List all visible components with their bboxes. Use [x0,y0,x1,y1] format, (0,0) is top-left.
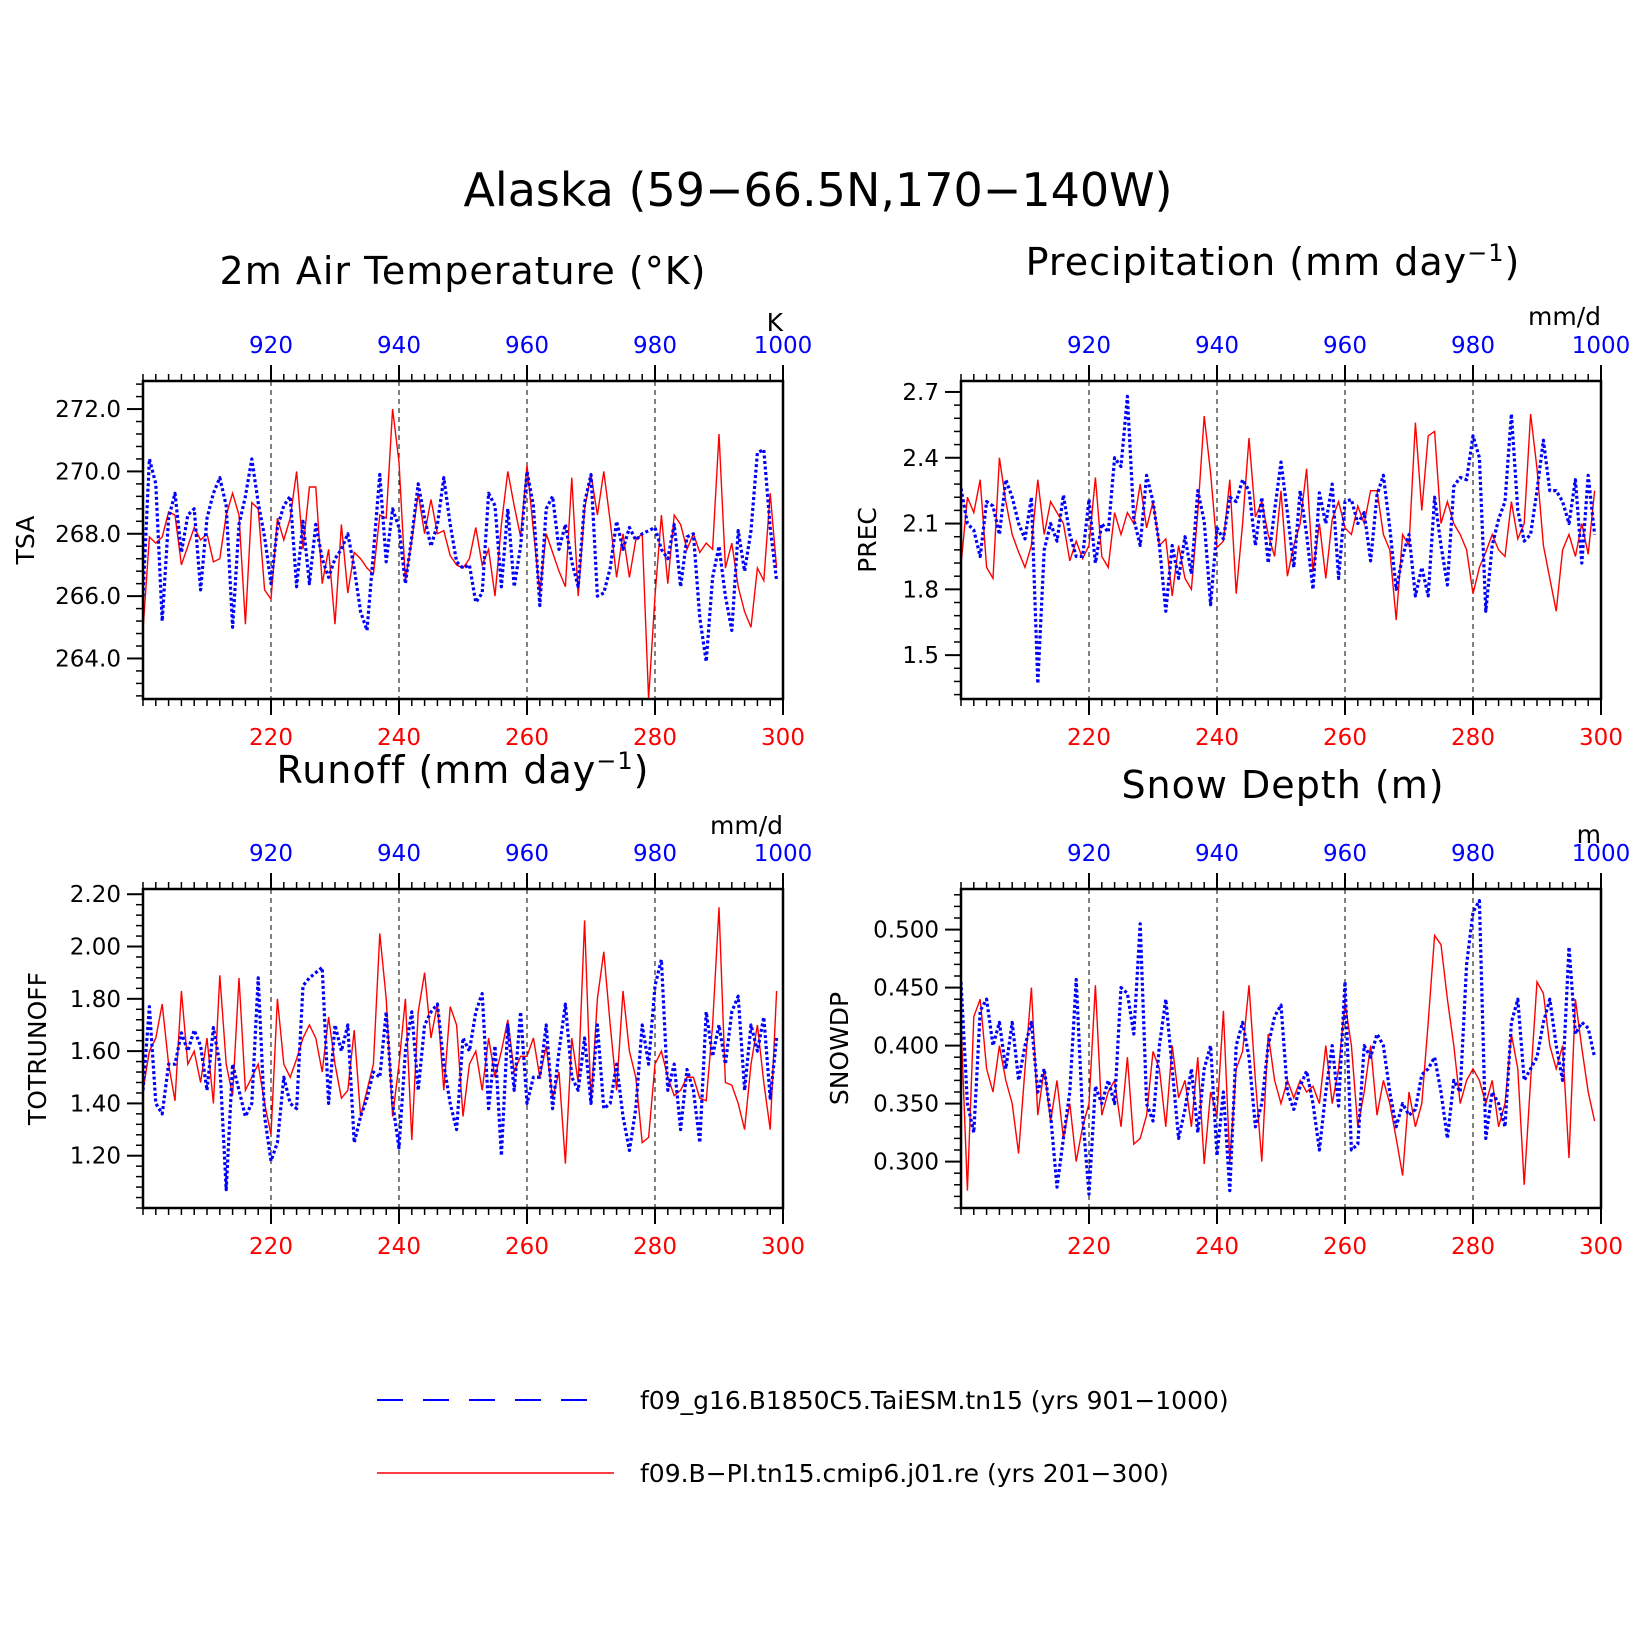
x-top-tick-label: 940 [377,841,421,867]
legend: f09_g16.B1850C5.TaiESM.tn15 (yrs 901−100… [377,1386,1229,1488]
x-bottom-tick-label: 280 [633,725,677,751]
panel-title-snowdp: Snow Depth (m) [1121,763,1444,807]
x-top-tick-label: 960 [1323,841,1367,867]
unit-label-tsa: K [767,308,784,337]
x-top-tick-label: 980 [633,841,677,867]
x-top-tick-label: 920 [1067,841,1111,867]
x-top-tick-label: 1000 [1572,333,1631,359]
x-bottom-tick-label: 300 [761,1234,805,1260]
y-tick-label: 1.80 [70,987,121,1013]
y-tick-label: 2.20 [70,882,121,908]
x-top-tick-label: 1000 [1572,841,1631,867]
y-tick-label: 272.0 [55,397,121,423]
series-line-red [143,408,778,699]
unit-label-runoff: mm/d [710,811,783,840]
x-top-tick-label: 940 [1195,333,1239,359]
x-top-tick-label: 920 [249,841,293,867]
x-top-tick-label: 1000 [754,841,813,867]
y-axis-label-snowdp: SNOWDP [825,992,854,1105]
y-tick-label: 0.450 [873,976,939,1002]
y-tick-label: 268.0 [55,522,121,548]
legend-label-red: f09.B−PI.tn15.cmip6.j01.re (yrs 201−300) [640,1459,1169,1488]
x-top-tick-label: 960 [505,841,549,867]
unit-label-prec: mm/d [1528,302,1601,331]
x-top-tick-label: 920 [249,333,293,359]
y-axis-label-prec: PREC [853,507,882,573]
y-tick-label: 0.400 [873,1034,939,1060]
unit-label-snowdp: m [1577,820,1601,849]
x-bottom-tick-label: 300 [761,725,805,751]
y-tick-label: 0.500 [873,918,939,944]
y-tick-label: 0.300 [873,1150,939,1176]
y-tick-label: 0.350 [873,1092,939,1118]
legend-label-blue: f09_g16.B1850C5.TaiESM.tn15 (yrs 901−100… [640,1386,1229,1415]
x-bottom-tick-label: 240 [377,1234,421,1260]
panel-title-prec: Precipitation (mm day−1) [1026,239,1521,284]
y-tick-label: 264.0 [55,646,121,672]
series-line-red [961,413,1596,621]
x-top-tick-label: 960 [505,333,549,359]
x-bottom-tick-label: 220 [249,725,293,751]
panels: 2m Air Temperature (°K) K TSA 264.0 266.0 268… [11,239,1630,1260]
x-top-tick-label: 960 [1323,333,1367,359]
panel-tsa: 2m Air Temperature (°K) K TSA 264.0 266.0 268… [11,249,812,751]
series-line-red [961,933,1596,1191]
y-tick-label: 2.1 [902,512,939,538]
panel-title-tsa: 2m Air Temperature (°K) [220,249,707,293]
y-axis-label-runoff: TOTRUNOFF [23,972,52,1126]
panel-prec: Precipitation (mm day−1)mm/d PREC 1.5 1.8 2.… [853,239,1630,751]
x-top-tick-label: 940 [377,333,421,359]
x-bottom-tick-label: 300 [1579,725,1623,751]
x-bottom-tick-label: 260 [1323,1234,1367,1260]
x-bottom-tick-label: 280 [633,1234,677,1260]
x-top-tick-label: 920 [1067,333,1111,359]
y-axis-label-tsa: TSA [11,516,40,566]
panel-runoff: Runoff (mm day−1) mm/d TOTRUNOFF 1.20 1.40 1.… [23,747,812,1260]
series-line-blue [143,447,779,664]
y-tick-label: 1.20 [70,1144,121,1170]
y-tick-label: 1.40 [70,1091,121,1117]
x-bottom-tick-label: 280 [1451,725,1495,751]
x-top-tick-label: 980 [633,333,677,359]
y-tick-label: 1.5 [902,643,939,669]
x-bottom-tick-label: 260 [1323,725,1367,751]
x-bottom-tick-label: 280 [1451,1234,1495,1260]
x-bottom-tick-label: 240 [1195,725,1239,751]
figure-title: Alaska (59−66.5N,170−140W) [463,163,1172,217]
y-tick-label: 2.00 [70,935,121,961]
y-tick-label: 266.0 [55,584,121,610]
y-tick-label: 2.7 [902,380,939,406]
x-bottom-tick-label: 240 [1195,1234,1239,1260]
plot-frame [959,887,1603,1210]
x-top-tick-label: 980 [1451,841,1495,867]
x-bottom-tick-label: 240 [377,725,421,751]
y-tick-label: 1.60 [70,1039,121,1065]
panel-title-runoff: Runoff (mm day−1) [277,747,650,792]
x-bottom-tick-label: 220 [249,1234,293,1260]
x-bottom-tick-label: 220 [1067,1234,1111,1260]
y-tick-label: 270.0 [55,459,121,485]
y-tick-label: 2.4 [902,446,939,472]
x-top-tick-label: 940 [1195,841,1239,867]
series-line-blue [961,394,1597,686]
x-bottom-tick-label: 220 [1067,725,1111,751]
series-line-red [143,907,778,1164]
x-bottom-tick-label: 260 [505,725,549,751]
series-line-blue [961,898,1597,1196]
panel-snowdp: Snow Depth (m) m SNOWDP 0.300 0.350 0.400 0.45… [825,763,1630,1260]
x-top-tick-label: 980 [1451,333,1495,359]
x-bottom-tick-label: 300 [1579,1234,1623,1260]
x-top-tick-label: 1000 [754,333,813,359]
y-tick-label: 1.8 [902,577,939,603]
x-bottom-tick-label: 260 [505,1234,549,1260]
